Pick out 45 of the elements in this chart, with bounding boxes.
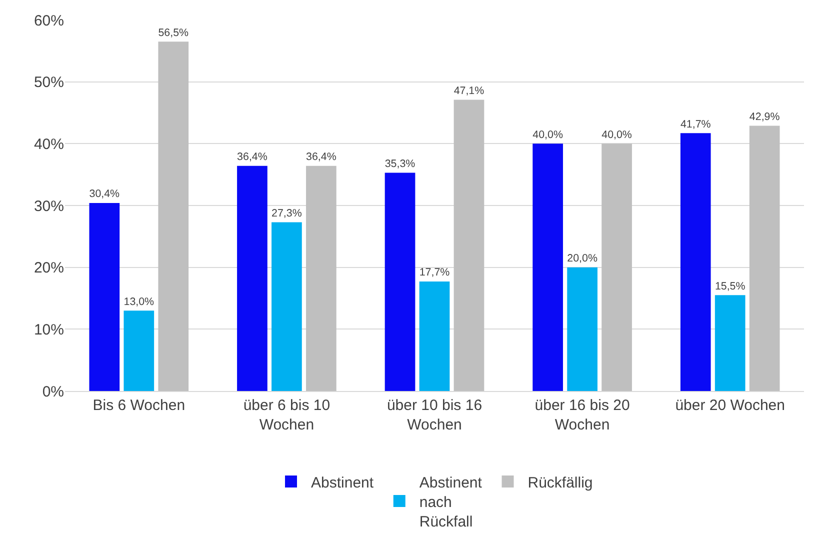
- data-label: 40,0%: [532, 128, 564, 141]
- data-label: 42,9%: [749, 110, 780, 123]
- x-tick-label: über 20 Wochen: [675, 397, 786, 414]
- data-label: 36,4%: [306, 151, 337, 164]
- bar: [124, 310, 154, 391]
- x-tick-label: Bis 6 Wochen: [92, 397, 186, 414]
- data-label: 15,5%: [714, 280, 746, 292]
- data-label: 30,4%: [89, 188, 120, 200]
- bar: [714, 295, 746, 391]
- bar: [532, 144, 563, 391]
- bar: [680, 133, 711, 391]
- bar: [419, 282, 450, 391]
- data-label: 27,3%: [272, 207, 302, 220]
- data-label: 35,3%: [384, 158, 416, 170]
- x-tick-label: über 6 bis 10 Wochen: [243, 397, 330, 434]
- bar: [567, 267, 598, 391]
- y-tick-label: 50%: [34, 74, 64, 92]
- bar: [306, 166, 336, 391]
- data-label: 56,5%: [158, 26, 190, 39]
- data-label: 20,0%: [567, 252, 598, 264]
- legend-label: Rückfällig: [528, 474, 593, 492]
- bar: [384, 172, 416, 391]
- legend-label: Abstinent: [311, 474, 374, 492]
- data-label: 41,7%: [680, 118, 712, 130]
- data-label: 47,1%: [454, 84, 485, 97]
- bar: [237, 166, 268, 391]
- y-tick-label: 0%: [42, 383, 64, 400]
- y-tick-label: 10%: [34, 321, 64, 338]
- bar: [272, 222, 302, 391]
- data-label: 40,0%: [602, 128, 632, 141]
- legend-label: Abstinent nach Rückfall: [419, 474, 483, 530]
- y-tick-label: 40%: [34, 136, 64, 153]
- data-label: 17,7%: [419, 266, 450, 279]
- y-tick-label: 20%: [34, 260, 64, 277]
- x-tick-label: über 16 bis 20 Wochen: [534, 397, 630, 434]
- data-label: 36,4%: [237, 151, 268, 164]
- y-tick-label: 60%: [34, 12, 64, 30]
- bar: [749, 126, 780, 391]
- bar: [602, 144, 632, 391]
- y-tick-label: 30%: [34, 198, 64, 215]
- bar: [158, 42, 189, 391]
- bar: [454, 100, 484, 391]
- x-tick-label: über 10 bis 16 Wochen: [386, 397, 482, 434]
- data-label: 13,0%: [124, 296, 155, 308]
- bar: [89, 203, 120, 391]
